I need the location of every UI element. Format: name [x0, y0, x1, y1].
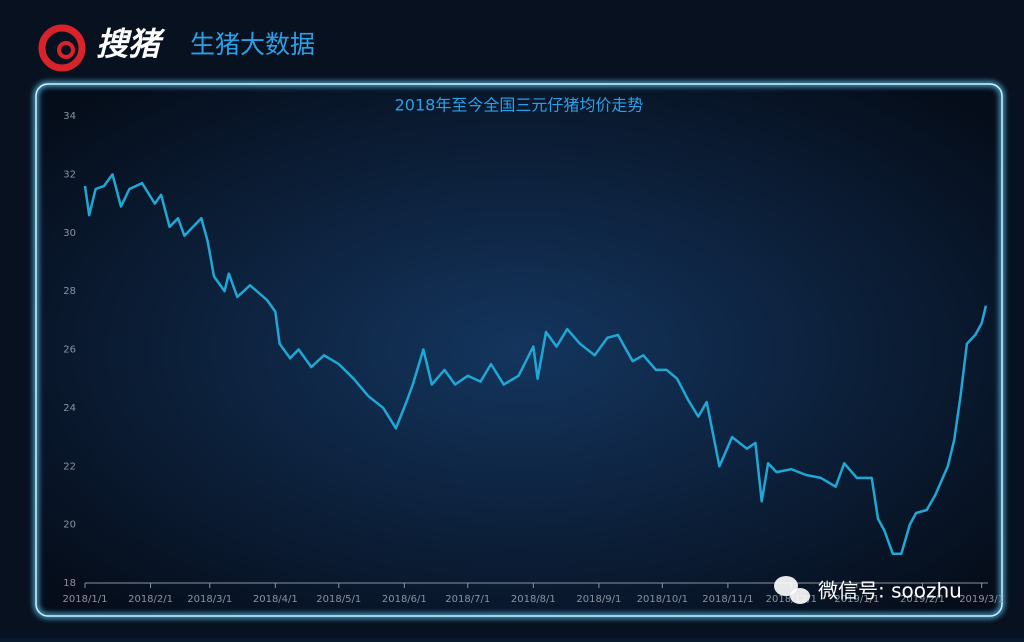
y-tick-label: 24 — [63, 403, 76, 414]
x-tick-label: 2018/3/1 — [187, 594, 232, 605]
x-tick-label: 2018/10/1 — [637, 594, 688, 605]
x-tick-label: 2018/7/1 — [445, 594, 490, 605]
y-tick-label: 34 — [63, 111, 76, 122]
x-tick-label: 2019/2/1 — [900, 594, 945, 605]
y-tick-label: 18 — [63, 578, 76, 589]
chart-title: 2018年至今全国三元仔猪均价走势 — [395, 96, 644, 115]
logo — [38, 24, 86, 72]
y-tick-label: 30 — [63, 228, 76, 239]
wechat-icon — [774, 576, 798, 596]
x-tick-label: 2019/3/1 — [959, 594, 1004, 605]
y-tick-label: 32 — [63, 169, 76, 180]
y-tick-label: 28 — [63, 286, 76, 297]
watermark-text: 微信号: soozhu — [818, 579, 962, 603]
plot: 18 20 22 24 26 28 30 32 34 2018/1/1 2018/2/1 2018/3… — [63, 111, 1005, 605]
logo-swirl — [57, 41, 75, 59]
x-tick-label: 2018/1/1 — [63, 594, 108, 605]
header-subtitle: 生猪大数据 — [190, 30, 315, 59]
x-tick-label: 2018/2/1 — [128, 594, 173, 605]
x-tick-label: 2018/5/1 — [316, 594, 361, 605]
x-tick-label: 2018/6/1 — [382, 594, 427, 605]
x-tick-label: 2019/1/1 — [834, 594, 879, 605]
x-tick-label: 2018/8/1 — [511, 594, 556, 605]
y-tick-label: 26 — [63, 345, 76, 356]
wechat-icon — [790, 588, 810, 604]
series-line — [83, 173, 988, 556]
x-tick-label: 2018/9/1 — [576, 594, 621, 605]
logo-ring — [38, 24, 86, 72]
y-tick-label: 22 — [63, 461, 76, 472]
watermark: 微信号: soozhu — [774, 576, 962, 604]
panel — [36, 84, 1002, 616]
panel-border — [35, 83, 1003, 617]
logo-text: 搜猪 — [96, 25, 166, 63]
x-tick-label: 2018/11/1 — [702, 594, 753, 605]
x-tick-label: 2018/4/1 — [253, 594, 298, 605]
y-tick-label: 20 — [63, 520, 76, 531]
